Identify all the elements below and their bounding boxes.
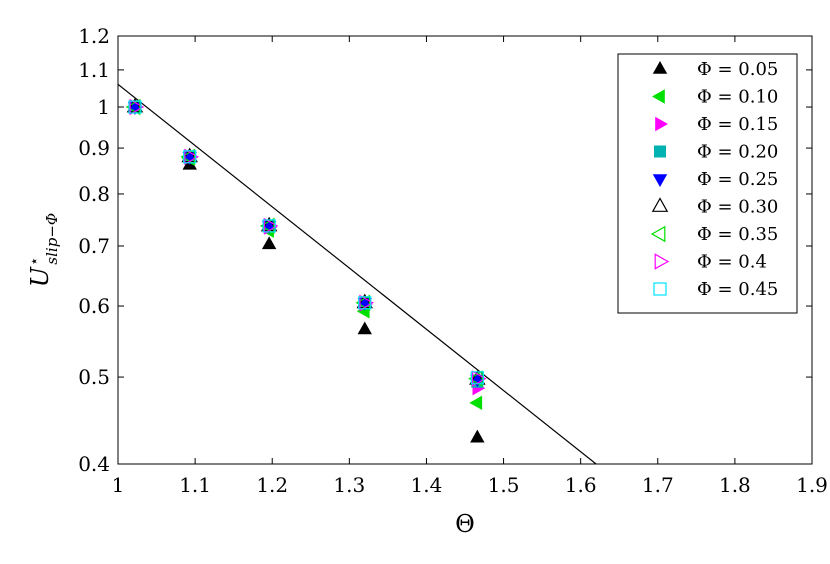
- data-point: [125, 98, 141, 116]
- data-point: [183, 150, 197, 164]
- y-tick-label: 0.5: [78, 365, 110, 389]
- legend-marker: [652, 61, 668, 74]
- x-tick-label: 1.1: [179, 473, 211, 497]
- legend-marker: [652, 89, 665, 104]
- svg-text:U⋆slip−Φ: U⋆slip−Φ: [25, 213, 61, 287]
- legend-marker: [655, 116, 668, 132]
- legend-label: Φ = 0.20: [697, 142, 778, 163]
- data-point: [184, 148, 199, 166]
- x-tick-label: 1.7: [642, 473, 674, 497]
- series-7: [129, 98, 487, 387]
- legend: Φ = 0.05 Φ = 0.10 Φ = 0.15 Φ = 0.20 Φ = 0.25…: [617, 53, 798, 314]
- data-point: [470, 371, 484, 385]
- y-tick-label: 0.6: [78, 294, 110, 318]
- legend-label: Φ = 0.25: [697, 169, 778, 190]
- legend-marker: [653, 282, 667, 296]
- x-tick-label: 1.5: [488, 473, 520, 497]
- data-point: [262, 219, 276, 233]
- series-6: [125, 98, 483, 387]
- data-point: [470, 429, 485, 443]
- fit-line: [118, 83, 597, 464]
- y-axis-label: U⋆slip−Φ: [25, 213, 61, 287]
- plot-frame: [117, 35, 813, 465]
- data-point: [357, 321, 372, 335]
- legend-marker: [654, 145, 666, 158]
- x-tick-label: 1.9: [796, 473, 828, 497]
- legend-marker: [654, 253, 670, 270]
- x-tick-label: 1.3: [333, 473, 365, 497]
- x-tick-label: 1.6: [565, 473, 597, 497]
- y-tick-label: 0.4: [78, 452, 110, 476]
- legend-label: Φ = 0.30: [697, 197, 778, 218]
- x-tick-label: 1.8: [719, 473, 751, 497]
- y-tick-label: 0.8: [78, 182, 110, 206]
- data-point: [359, 294, 374, 312]
- data-point: [355, 294, 371, 312]
- y-tick-label: 1: [97, 95, 110, 119]
- data-point: [358, 296, 372, 310]
- data-point: [259, 217, 275, 235]
- data-point: [263, 217, 279, 235]
- y-tick-label: 0.7: [78, 234, 110, 258]
- data-point: [471, 370, 487, 387]
- series-8: [128, 100, 484, 385]
- legend-box: [617, 53, 798, 314]
- data-point: [469, 395, 483, 411]
- data-point: [128, 100, 142, 114]
- x-tick-label: 1.2: [256, 473, 288, 497]
- legend-marker: [652, 174, 668, 187]
- x-axis-label: Θ: [455, 510, 475, 538]
- legend-label: Φ = 0.45: [697, 279, 778, 300]
- legend-marker: [650, 225, 666, 243]
- legend-label: Φ = 0.4: [697, 252, 767, 273]
- legend-label: Φ = 0.05: [697, 59, 778, 80]
- y-tick-label: 1.2: [78, 24, 110, 48]
- y-tick-label: 1.1: [78, 58, 110, 82]
- x-tick-label: 1.4: [411, 473, 443, 497]
- legend-label: Φ = 0.10: [697, 87, 778, 108]
- x-tick-label: 1: [112, 473, 125, 497]
- y-tick-label: 0.9: [78, 136, 110, 160]
- data-point: [261, 236, 277, 250]
- legend-label: Φ = 0.35: [697, 224, 778, 245]
- legend-label: Φ = 0.15: [697, 114, 778, 135]
- legend-marker: [651, 197, 669, 212]
- data-point: [180, 148, 196, 166]
- data-point: [129, 98, 145, 116]
- data-point: [468, 370, 483, 387]
